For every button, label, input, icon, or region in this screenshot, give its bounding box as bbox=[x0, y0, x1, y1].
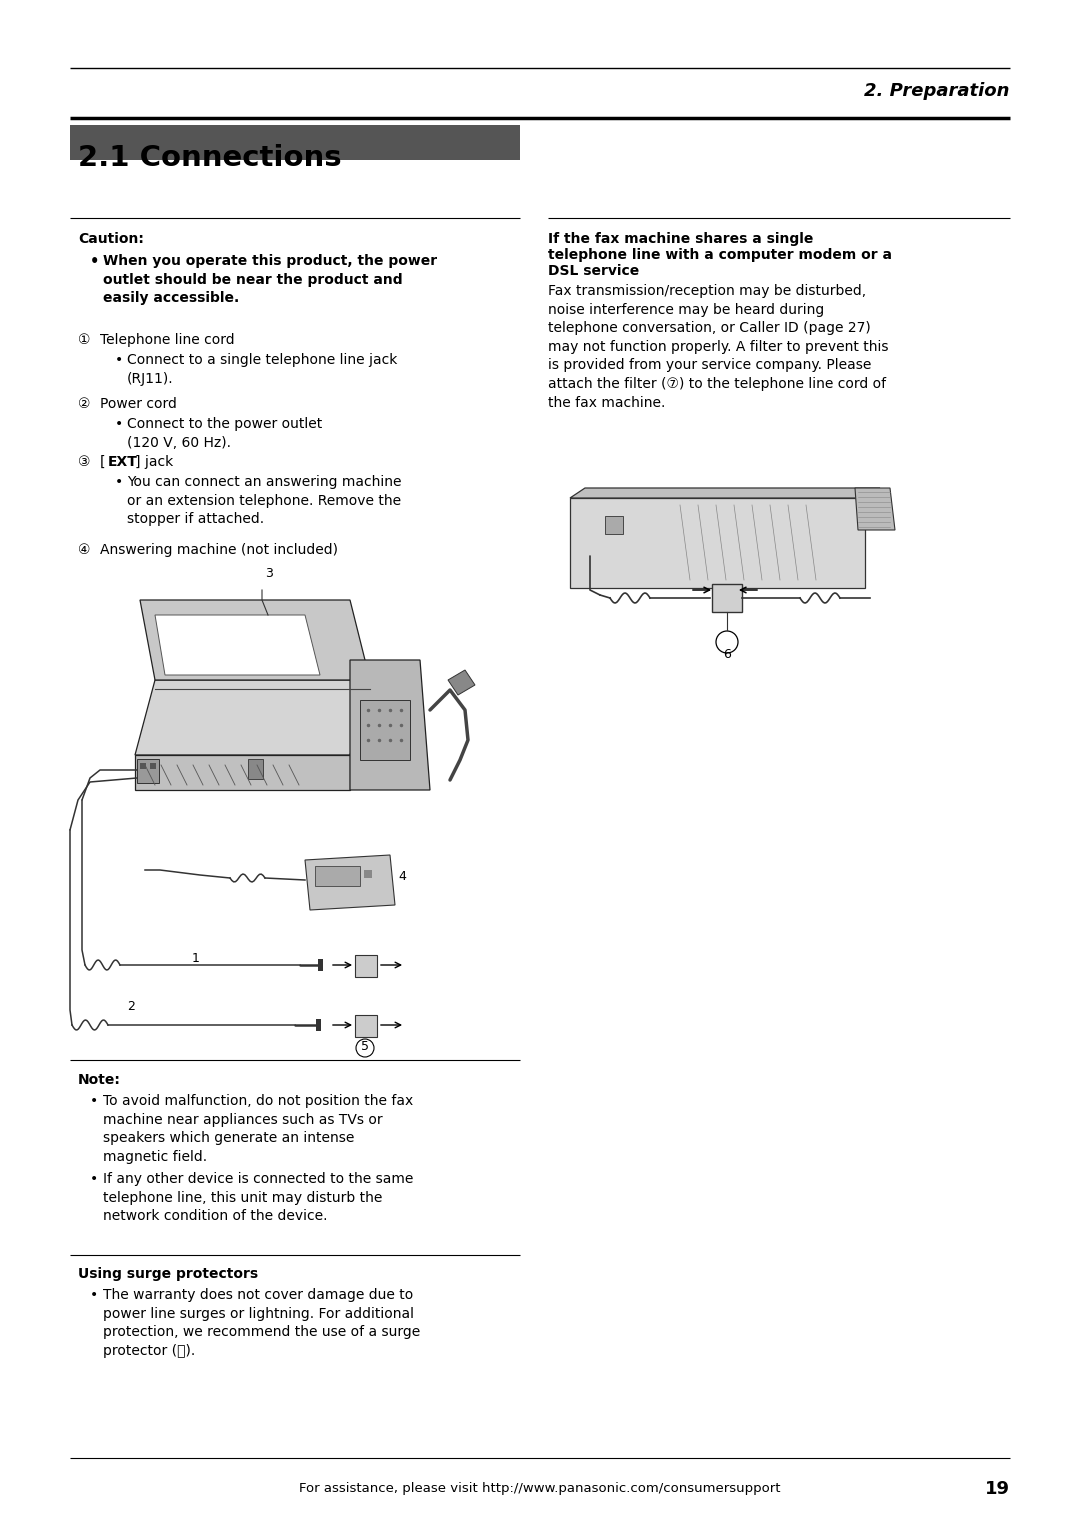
Text: Caution:: Caution: bbox=[78, 232, 144, 246]
Polygon shape bbox=[350, 660, 430, 790]
Text: If the fax machine shares a single: If the fax machine shares a single bbox=[548, 232, 813, 246]
Bar bbox=[248, 759, 264, 779]
Text: 5: 5 bbox=[361, 1041, 369, 1053]
Bar bbox=[360, 700, 410, 759]
Bar bbox=[315, 866, 360, 886]
Text: 2.1 Connections: 2.1 Connections bbox=[78, 144, 341, 173]
Bar bbox=[137, 759, 159, 782]
Text: 4: 4 bbox=[399, 869, 406, 883]
Text: ③: ③ bbox=[78, 455, 91, 469]
Text: DSL service: DSL service bbox=[548, 264, 639, 278]
Text: Fax transmission/reception may be disturbed,
noise interference may be heard dur: Fax transmission/reception may be distur… bbox=[548, 284, 889, 410]
Polygon shape bbox=[855, 487, 895, 530]
Bar bbox=[364, 869, 372, 879]
Text: To avoid malfunction, do not position the fax
machine near appliances such as TV: To avoid malfunction, do not position th… bbox=[103, 1094, 414, 1164]
Bar bbox=[605, 516, 623, 533]
Bar bbox=[355, 1015, 377, 1038]
Text: ④: ④ bbox=[78, 542, 91, 558]
Bar bbox=[712, 584, 742, 613]
Text: Telephone line cord: Telephone line cord bbox=[100, 333, 234, 347]
Text: 1: 1 bbox=[192, 952, 200, 966]
Text: The warranty does not cover damage due to
power line surges or lightning. For ad: The warranty does not cover damage due t… bbox=[103, 1288, 420, 1358]
Text: Note:: Note: bbox=[78, 1073, 121, 1086]
Text: 2. Preparation: 2. Preparation bbox=[864, 83, 1010, 99]
Text: •: • bbox=[90, 1094, 98, 1108]
Polygon shape bbox=[135, 755, 350, 790]
Bar bbox=[70, 125, 519, 160]
Polygon shape bbox=[156, 614, 320, 675]
Bar bbox=[140, 762, 146, 769]
Bar bbox=[364, 869, 372, 879]
Text: If any other device is connected to the same
telephone line, this unit may distu: If any other device is connected to the … bbox=[103, 1172, 414, 1224]
Text: For assistance, please visit http://www.panasonic.com/consumersupport: For assistance, please visit http://www.… bbox=[299, 1482, 781, 1494]
Text: You can connect an answering machine
or an extension telephone. Remove the
stopp: You can connect an answering machine or … bbox=[127, 475, 402, 526]
Text: When you operate this product, the power
outlet should be near the product and
e: When you operate this product, the power… bbox=[103, 254, 437, 306]
Text: Using surge protectors: Using surge protectors bbox=[78, 1267, 258, 1280]
Text: •: • bbox=[114, 475, 123, 489]
Text: ①: ① bbox=[78, 333, 91, 347]
Text: Power cord: Power cord bbox=[100, 397, 177, 411]
Text: Answering machine (not included): Answering machine (not included) bbox=[100, 542, 338, 558]
Text: [: [ bbox=[100, 455, 106, 469]
Bar bbox=[318, 960, 323, 970]
Text: EXT: EXT bbox=[108, 455, 138, 469]
Text: Connect to the power outlet
(120 V, 60 Hz).: Connect to the power outlet (120 V, 60 H… bbox=[127, 417, 322, 449]
Text: •: • bbox=[114, 353, 123, 367]
Text: telephone line with a computer modem or a: telephone line with a computer modem or … bbox=[548, 248, 892, 261]
Text: •: • bbox=[114, 417, 123, 431]
Text: •: • bbox=[90, 1288, 98, 1302]
Polygon shape bbox=[140, 601, 370, 680]
Bar bbox=[570, 498, 865, 588]
Bar bbox=[355, 955, 377, 976]
Text: •: • bbox=[90, 1172, 98, 1186]
Bar bbox=[316, 1019, 321, 1031]
Text: ] jack: ] jack bbox=[135, 455, 173, 469]
Polygon shape bbox=[448, 669, 475, 695]
Text: Connect to a single telephone line jack
(RJ11).: Connect to a single telephone line jack … bbox=[127, 353, 397, 385]
Text: 3: 3 bbox=[265, 567, 273, 581]
Text: 2: 2 bbox=[127, 999, 135, 1013]
Polygon shape bbox=[135, 680, 370, 755]
Polygon shape bbox=[305, 856, 395, 911]
Text: 19: 19 bbox=[985, 1481, 1010, 1497]
Bar bbox=[150, 762, 156, 769]
Polygon shape bbox=[570, 487, 880, 498]
Text: 6: 6 bbox=[724, 648, 731, 662]
Text: ②: ② bbox=[78, 397, 91, 411]
Bar bbox=[364, 869, 372, 879]
Text: •: • bbox=[90, 254, 99, 269]
